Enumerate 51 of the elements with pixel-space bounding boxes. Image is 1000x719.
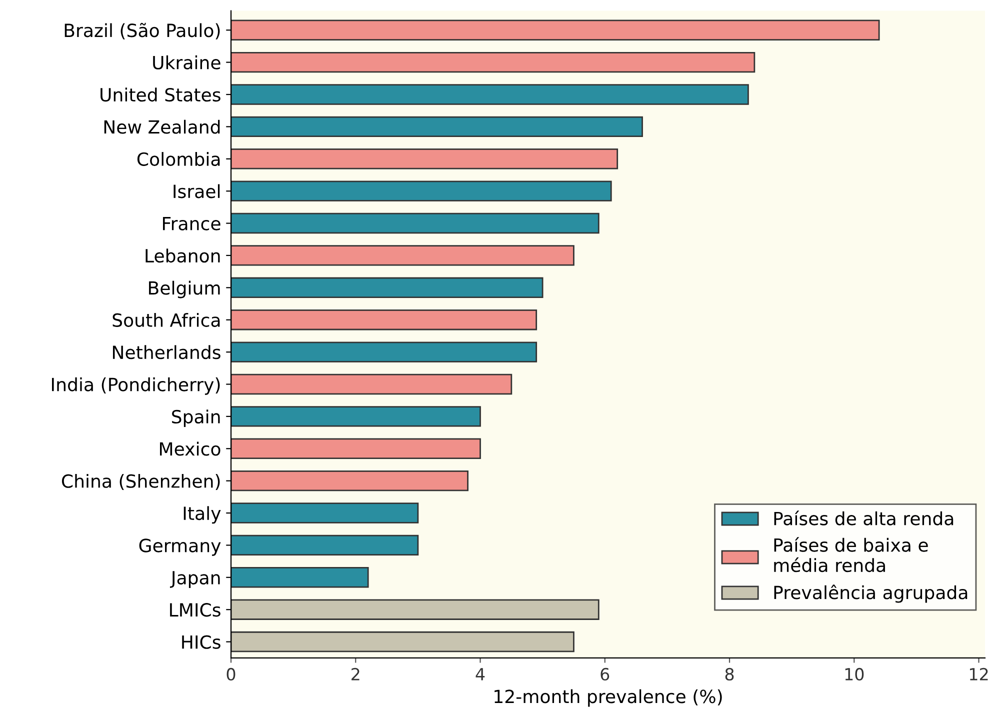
legend-label: Países de alta renda	[774, 510, 954, 526]
legend-label: Prevalência agrupada	[774, 584, 968, 603]
y-tick-label: Mexico	[160, 442, 220, 456]
y-tick-label: France	[163, 216, 220, 230]
x-tick-label: 0	[226, 668, 236, 681]
x-tick-label: 12	[970, 668, 988, 680]
bar	[231, 599, 600, 620]
y-tick-label: Brazil (São Paulo)	[64, 22, 220, 40]
y-tick-label: Japan	[170, 571, 220, 588]
bar	[231, 631, 574, 652]
x-axis-title: 12-month prevalence (%)	[494, 689, 722, 707]
bar	[231, 20, 880, 40]
y-tick-label: Netherlands	[112, 345, 220, 360]
y-tick-label: India (Pondicherry)	[52, 377, 220, 395]
bar	[231, 374, 512, 395]
y-tick-label: Spain	[172, 410, 220, 428]
y-tick-label: LMICs	[170, 603, 220, 617]
legend-label: Países de baixa e média renda	[774, 537, 928, 572]
bar	[231, 148, 618, 170]
bar	[231, 212, 600, 234]
x-tick-label: 2	[352, 668, 360, 680]
y-tick-label: HICs	[182, 635, 220, 649]
bar	[231, 438, 481, 459]
bar	[231, 342, 538, 362]
bar	[231, 116, 643, 138]
y-tick-label: Ukraine	[153, 55, 220, 70]
bar	[231, 277, 544, 298]
bar	[231, 406, 481, 427]
bar	[231, 567, 369, 588]
y-tick-label: Colombia	[137, 152, 220, 166]
bar	[231, 309, 538, 330]
bar	[231, 245, 574, 266]
y-tick-label: Belgium	[149, 280, 220, 298]
y-tick-label: China (Shenzhen)	[62, 474, 220, 490]
x-tick-label: 6	[600, 668, 610, 681]
y-tick-label: Italy	[184, 506, 221, 524]
y-tick-label: United States	[100, 88, 220, 102]
y-tick-label: Israel	[174, 184, 220, 198]
bar	[231, 84, 749, 105]
y-tick-label: Germany	[139, 538, 221, 556]
x-tick-label: 8	[725, 668, 734, 681]
y-tick-label: New Zealand	[104, 120, 220, 134]
bar	[231, 180, 612, 202]
bar	[231, 470, 468, 492]
bar	[231, 52, 756, 73]
bar	[231, 502, 419, 524]
x-tick-label: 10	[845, 668, 864, 681]
x-tick-label: 4	[476, 668, 485, 680]
y-tick-label: South Africa	[112, 312, 220, 327]
bar	[231, 534, 419, 556]
y-tick-label: Lebanon	[146, 248, 220, 263]
